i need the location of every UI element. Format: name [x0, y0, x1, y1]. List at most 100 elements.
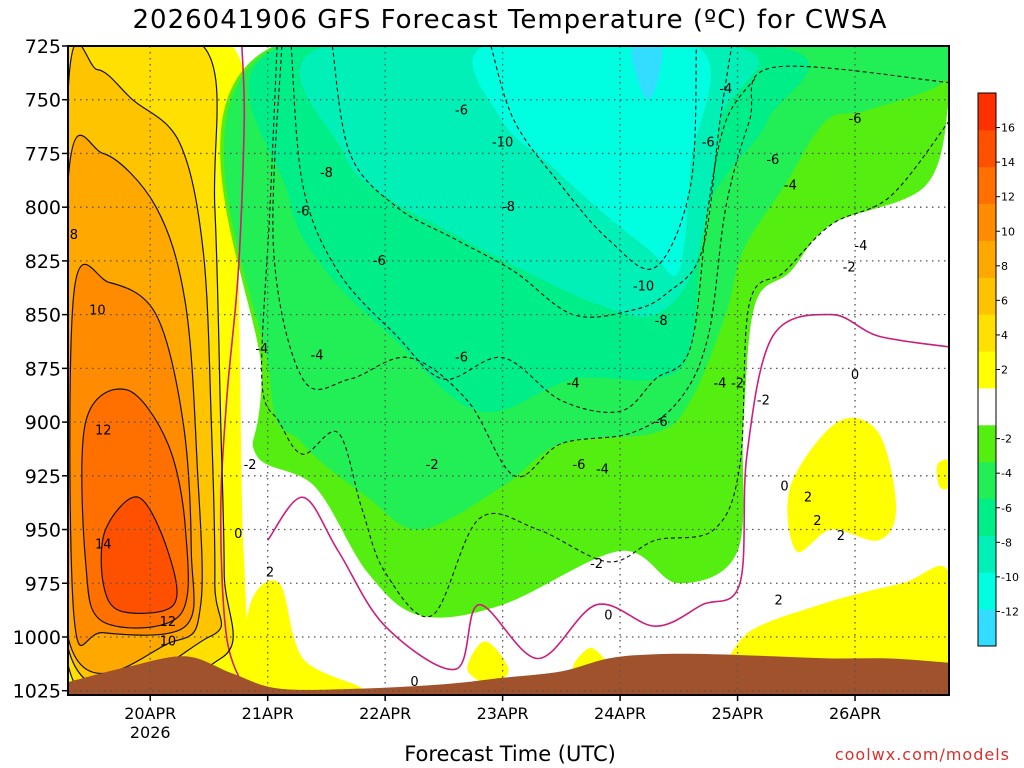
- contour-line: [100, 496, 178, 614]
- contour-label: -6: [455, 351, 468, 366]
- contour-label: -8: [502, 200, 515, 215]
- contour-label: -4: [567, 376, 580, 391]
- y-tick-label: 775: [25, 143, 61, 165]
- region-warm-pocket-yellow-d: [467, 641, 509, 685]
- colorbar-bin: [978, 498, 996, 536]
- contour-label: -6: [455, 103, 468, 118]
- contour-label: -6: [572, 458, 585, 473]
- colorbar-bin: [978, 461, 996, 500]
- colorbar-tick-label: 12: [1001, 191, 1015, 204]
- y-tick-label: 1000: [13, 627, 61, 649]
- y-tick-label: 975: [25, 573, 61, 595]
- colorbar-tick-label: -8: [1001, 536, 1012, 549]
- y-tick-label: 925: [25, 466, 61, 488]
- contour-label: -6: [373, 254, 386, 269]
- y-tick-label: 825: [25, 251, 61, 273]
- contour-line: [219, 46, 246, 689]
- colorbar-bin: [978, 314, 996, 352]
- contour-line: [68, 46, 223, 689]
- x-tick-label: 24APR: [594, 704, 646, 723]
- contour-label: -4: [784, 179, 797, 194]
- colorbar-bin: [978, 129, 996, 168]
- temperature-contour-layer: [68, 46, 949, 695]
- contour-line: [68, 134, 203, 675]
- contour-label: -6: [702, 136, 715, 151]
- plot-frame: [67, 45, 950, 696]
- contour-label: 8: [70, 228, 78, 243]
- contour-label: 2: [804, 490, 812, 505]
- y-axis: 725 750 775 800 825 850 875 900 925 950 975 1000 102…: [13, 36, 68, 703]
- colorbar-tick-label: 6: [1001, 294, 1008, 307]
- colorbar-bin: [978, 572, 996, 610]
- contour-label-layer: 8 10 12 14 12 10 0 2 -8 -6 -6 -4 -4 -2 -6 -10 -8 -6 -4 -10 -…: [70, 82, 868, 690]
- x-tick-sublabel: 2026: [130, 723, 171, 742]
- contour-label: -2: [843, 260, 856, 275]
- colorbar-bin: [978, 277, 996, 315]
- contour-label: 12: [160, 615, 177, 630]
- contour-label: -2: [757, 394, 770, 409]
- contour-label: -6: [849, 112, 862, 127]
- region-warm-pocket-yellow-b: [787, 417, 897, 553]
- contour-label: 2: [813, 514, 821, 529]
- x-tick-label: 20APR: [124, 704, 176, 723]
- contour-label: 10: [89, 303, 106, 318]
- contour-line: [490, 46, 697, 270]
- y-tick-label: 750: [25, 90, 61, 112]
- credit-text: coolwx.com/models: [835, 745, 1010, 764]
- colorbar-tick-label: 14: [1001, 156, 1015, 169]
- colorbar-tick-label: 4: [1001, 329, 1008, 342]
- colorbar-tick-label: 10: [1001, 225, 1015, 238]
- y-tick-label: 725: [25, 36, 61, 58]
- chart-title: 2026041906 GFS Forecast Temperature (ºC)…: [133, 5, 888, 35]
- contour-label: -8: [655, 314, 668, 329]
- contour-label: -6: [655, 415, 668, 430]
- contour-label: 0: [780, 480, 788, 495]
- y-tick-label: 900: [25, 412, 61, 434]
- contour-label: -4: [596, 462, 609, 477]
- contour-label: -6: [296, 204, 309, 219]
- colorbar-bin: [978, 387, 996, 426]
- x-tick-label: 21APR: [242, 704, 294, 723]
- contour-label: -8: [320, 166, 333, 181]
- contour-label: -10: [633, 280, 654, 295]
- contour-line: [81, 388, 189, 629]
- terrain-layer: [68, 653, 949, 695]
- contour-line: [69, 263, 195, 646]
- colorbar-tick-label: -10: [1001, 571, 1019, 584]
- x-tick-label: 23APR: [477, 704, 529, 723]
- colorbar: 16 14 12 10 8 6 4 2 -2 -4 -6 -8 -10 -12: [977, 92, 1019, 647]
- contour-label: -4: [311, 348, 324, 363]
- contour-label: 0: [410, 675, 418, 690]
- contour-label: 2: [266, 566, 274, 581]
- colorbar-tick-label: -6: [1001, 502, 1012, 515]
- contour-label: 10: [160, 634, 177, 649]
- colorbar-bin: [978, 351, 996, 389]
- contour-line: [267, 313, 949, 671]
- contour-label: 14: [95, 538, 112, 553]
- colorbar-tick-label: 8: [1001, 260, 1008, 273]
- contour-label: -10: [492, 136, 513, 151]
- temperature-fill-layer: [68, 46, 949, 695]
- colorbar-tick-label: -2: [1001, 433, 1012, 446]
- colorbar-bin: [978, 93, 996, 131]
- colorbar-bin: [978, 535, 996, 573]
- contour-line: [261, 46, 949, 618]
- grid-layer: [68, 46, 949, 695]
- colorbar-bin: [978, 203, 996, 241]
- contour-label: 0: [851, 368, 859, 383]
- colorbar-tick-label: -12: [1001, 605, 1019, 618]
- contour-label: -2: [426, 458, 439, 473]
- region-warm-pocket-yellow-f: [936, 459, 949, 490]
- colorbar-bin: [978, 166, 996, 205]
- contour-label: 2: [837, 529, 845, 544]
- contour-label: -4: [713, 376, 726, 391]
- contour-label: 0: [234, 527, 242, 542]
- terrain-ground: [68, 653, 949, 695]
- x-tick-label: 26APR: [829, 704, 881, 723]
- x-axis-label: Forecast Time (UTC): [404, 742, 616, 766]
- contour-line: [272, 46, 949, 478]
- x-tick-label: 22APR: [359, 704, 411, 723]
- contour-label: -2: [731, 376, 744, 391]
